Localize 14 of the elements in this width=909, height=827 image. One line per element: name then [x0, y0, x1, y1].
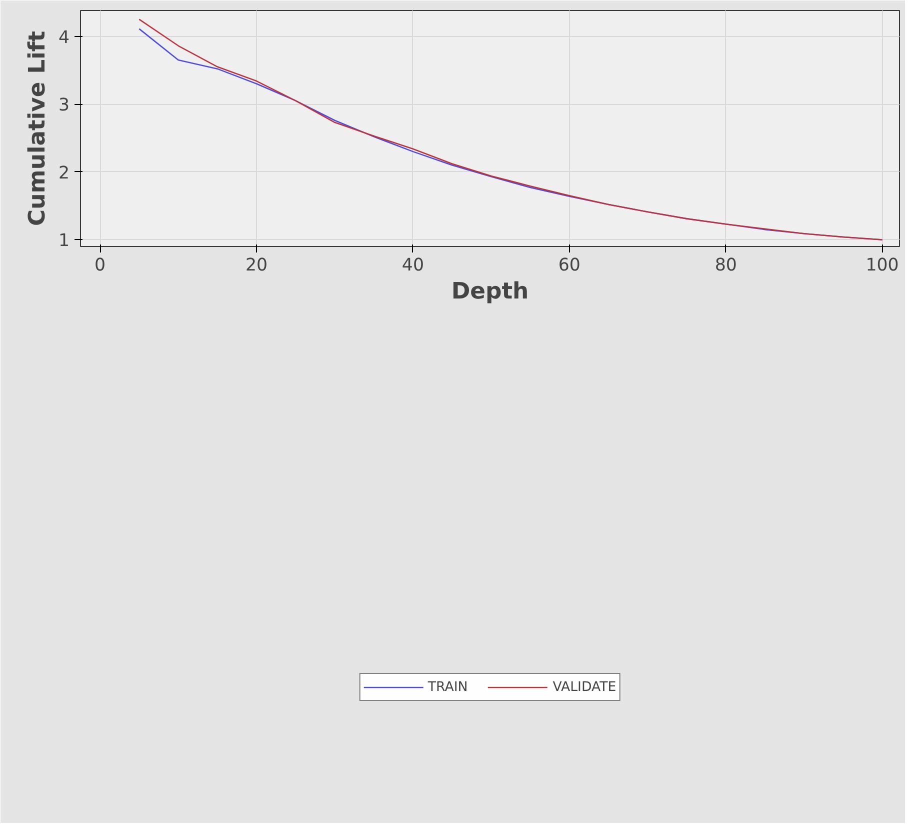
- legend-label: VALIDATE: [552, 680, 616, 694]
- y-tick-label: 4: [58, 28, 70, 48]
- x-tick-label: 60: [558, 256, 580, 276]
- y-tick-label: 3: [58, 96, 70, 116]
- x-tick-label: 100: [866, 256, 899, 276]
- y-tick-label: 2: [58, 163, 70, 184]
- x-tick-label: 80: [714, 256, 737, 276]
- x-axis-title: Depth: [451, 278, 529, 304]
- x-tick-label: 40: [402, 256, 424, 276]
- y-tick-label: 1: [58, 231, 70, 252]
- legend-label: TRAIN: [428, 680, 468, 694]
- y-axis-title: Cumulative Lift: [24, 30, 50, 226]
- x-tick-label: 20: [245, 256, 268, 276]
- x-tick-label: 0: [94, 256, 106, 276]
